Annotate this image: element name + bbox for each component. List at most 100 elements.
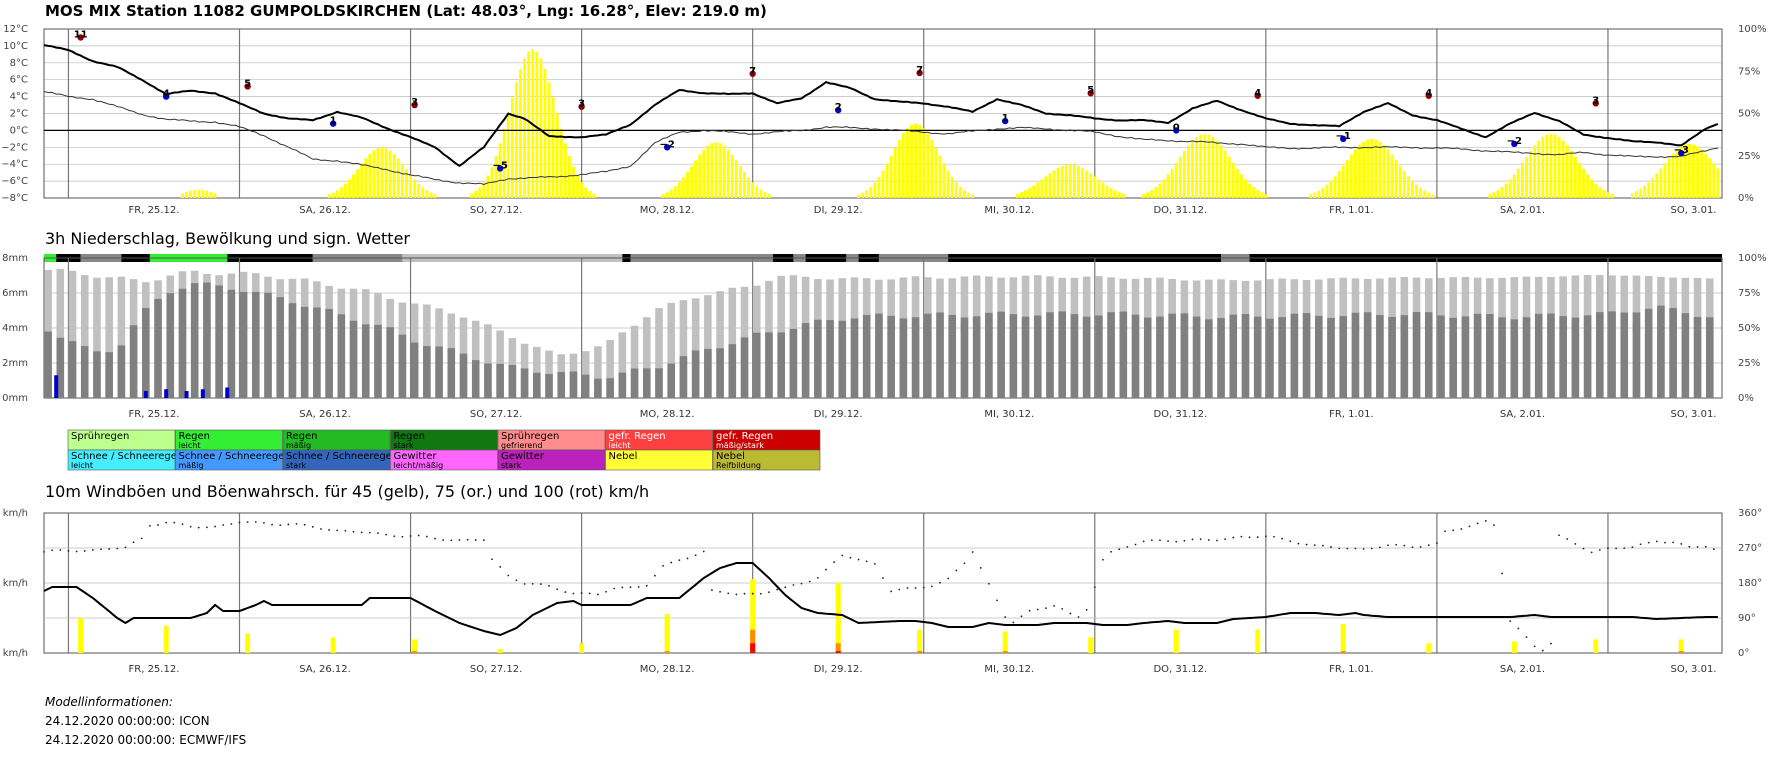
gust45-prob-bar <box>1511 641 1517 653</box>
low-cloud-bar <box>1608 311 1616 398</box>
legend-name: gefr. Regen <box>716 431 773 442</box>
wind-direction-dot <box>1411 546 1414 549</box>
y2-tick-label: 100% <box>1738 253 1767 264</box>
wind-direction-dot <box>1273 535 1275 538</box>
extreme-label: −2 <box>659 139 674 150</box>
precip-prob-bar <box>1085 170 1089 198</box>
wind-direction-dot <box>466 538 469 541</box>
gust45-prob-bar <box>163 625 169 653</box>
legend-name: Nebel <box>609 451 638 462</box>
wind-direction-dot <box>360 531 363 534</box>
low-cloud-bar <box>1400 315 1409 398</box>
precip-prob-bar <box>482 182 486 198</box>
low-cloud-bar <box>227 289 236 398</box>
precip-prob-bar <box>1211 136 1215 198</box>
precip-prob-bar <box>1651 178 1655 198</box>
precip-prob-bar <box>388 150 392 198</box>
min-temp-marker <box>162 93 170 100</box>
precip-prob-bar <box>396 158 400 198</box>
precip-prob-bar <box>1239 174 1243 198</box>
precip-prob-bar <box>1231 162 1235 198</box>
day-label: SA, 2.01. <box>1500 664 1545 675</box>
extreme-label: 4 <box>1425 88 1432 99</box>
low-cloud-bar <box>862 314 871 398</box>
low-cloud-bar <box>850 318 859 398</box>
wind-direction-dot <box>776 588 779 591</box>
wind-direction-dot <box>1387 544 1389 547</box>
legend-name: Regen <box>286 431 318 442</box>
day-label: DI, 29.12. <box>814 409 863 420</box>
total-cloud-bar <box>105 277 113 398</box>
low-cloud-bar <box>313 307 321 398</box>
y2-tick-label: 50% <box>1738 323 1760 334</box>
precip-prob-bar <box>1411 180 1414 198</box>
gust75-prob-bar <box>1678 651 1684 653</box>
wind-direction-dot <box>1256 536 1259 539</box>
precip-prob-bar <box>673 186 677 198</box>
precip-prob-bar <box>380 147 384 198</box>
precip-prob-bar <box>1415 184 1418 198</box>
precip-prob-bar <box>942 163 946 198</box>
y-tick-label: 6mm <box>2 288 28 299</box>
low-cloud-bar <box>642 368 651 398</box>
precip-prob-bar <box>885 163 889 198</box>
wind-direction-dot <box>1395 543 1398 546</box>
legend-sub: mäßig <box>286 441 311 450</box>
low-cloud-bar <box>740 337 749 398</box>
wind-direction-dot <box>1419 546 1422 548</box>
precip-prob-bar <box>189 190 193 198</box>
low-cloud-bar <box>142 308 150 398</box>
day-label: FR, 25.12. <box>129 409 180 420</box>
wind-direction-dot <box>1224 538 1227 541</box>
extreme-label: −3 <box>1674 145 1689 156</box>
precip-prob-bar <box>665 192 669 198</box>
wind-direction-dot <box>1248 536 1251 539</box>
precip-prob-bar <box>1362 141 1366 198</box>
wind-direction-dot <box>1045 607 1047 610</box>
precip-prob-bar <box>1097 179 1101 198</box>
legend-swatch <box>390 449 498 471</box>
day-label: MI, 30.12. <box>984 409 1034 420</box>
wind-direction-dot <box>1582 547 1585 550</box>
low-cloud-bar <box>129 325 138 398</box>
wind-direction-dot <box>1378 546 1381 549</box>
wind-direction-dot <box>1680 543 1683 545</box>
total-cloud-bar <box>484 324 492 398</box>
precip-prob-bar <box>405 169 408 198</box>
wind-direction-dot <box>1370 547 1373 550</box>
low-cloud-bar <box>1559 316 1567 398</box>
wind-direction-dot <box>588 592 591 595</box>
precip-prob-bar <box>205 190 209 198</box>
cloud-bars <box>44 268 1714 398</box>
legend-swatch <box>605 449 713 471</box>
wind-direction-dot <box>1240 535 1243 538</box>
wind-direction-dot <box>735 593 738 596</box>
gust45-prob-bar <box>917 629 923 653</box>
total-cloud-bar <box>581 351 590 398</box>
wind-direction-dot <box>222 524 225 526</box>
precip-prob-bar <box>1500 187 1504 198</box>
wind-direction-dot <box>833 561 836 564</box>
precip-prob-bar <box>1569 150 1573 198</box>
precip-prob-bar <box>486 175 490 198</box>
precip-prob-bar <box>409 174 412 198</box>
precip-prob-bar <box>1712 163 1716 198</box>
wind-direction-dot <box>768 591 770 594</box>
precip-prob-bar <box>730 154 734 198</box>
precip-prob-bar <box>1077 165 1080 198</box>
total-cloud-bar <box>630 325 639 398</box>
precip-prob-bar <box>926 133 930 198</box>
day-label: SO, 3.01. <box>1670 409 1716 420</box>
precip-prob-bar <box>413 179 417 198</box>
precip-prob-bar <box>519 68 522 198</box>
wind-direction-dot <box>279 524 282 527</box>
low-cloud-bar <box>337 314 346 398</box>
precip-prob-bar <box>1366 139 1370 198</box>
precip-prob-bar <box>478 187 482 198</box>
day-label: DO, 31.12. <box>1153 664 1207 675</box>
wind-direction-dot <box>328 529 330 531</box>
precip-prob-bar <box>1675 149 1679 198</box>
precip-prob-bar <box>1683 144 1687 198</box>
wind-direction-dot <box>1476 522 1479 525</box>
y-tick-label: 2°C <box>10 109 28 120</box>
